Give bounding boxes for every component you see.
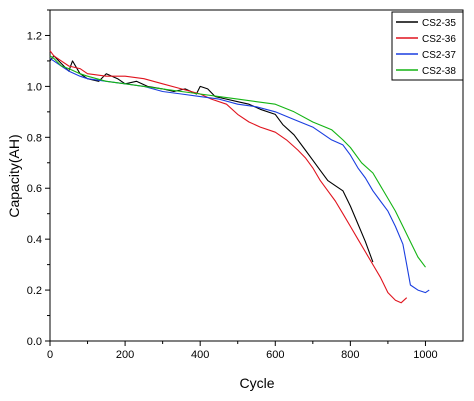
- x-tick-label: 200: [116, 349, 134, 361]
- legend-label-cs2-35: CS2-35: [422, 18, 456, 29]
- series-line-cs2-35: [49, 55, 374, 263]
- plot-frame: [49, 9, 464, 342]
- x-tick-label: 0: [47, 349, 53, 361]
- y-tick-label: 1.0: [27, 81, 42, 93]
- legend-label-cs2-38: CS2-38: [422, 66, 456, 77]
- y-tick-label: 0.2: [27, 285, 42, 297]
- y-tick-label: 0.0: [27, 336, 42, 348]
- legend: CS2-35 CS2-36 CS2-37 CS2-38: [391, 11, 464, 81]
- x-tick-label: 400: [191, 349, 209, 361]
- ticks-layer: 0 200 400 600 800 1000 0.0 0.2 0.4 0.6 0.8 1.0 1.2: [27, 9, 438, 361]
- series-layer: [49, 50, 430, 304]
- series-line-cs2-38: [49, 55, 426, 268]
- series-line-cs2-36: [49, 50, 408, 304]
- x-tick-label: 800: [341, 349, 359, 361]
- y-tick-label: 0.4: [27, 234, 42, 246]
- y-tick-label: 0.6: [27, 183, 42, 195]
- x-axis-title: Cycle: [239, 375, 274, 391]
- legend-label-cs2-37: CS2-37: [422, 50, 456, 61]
- legend-box: [391, 11, 464, 81]
- x-tick-label: 600: [266, 349, 284, 361]
- y-tick-label: 1.2: [27, 30, 42, 42]
- y-axis-title: Capacity(AH): [6, 134, 22, 217]
- legend-label-cs2-36: CS2-36: [422, 34, 456, 45]
- series-line-cs2-37: [49, 57, 430, 294]
- x-tick-label: 1000: [413, 349, 437, 361]
- y-tick-label: 0.8: [27, 132, 42, 144]
